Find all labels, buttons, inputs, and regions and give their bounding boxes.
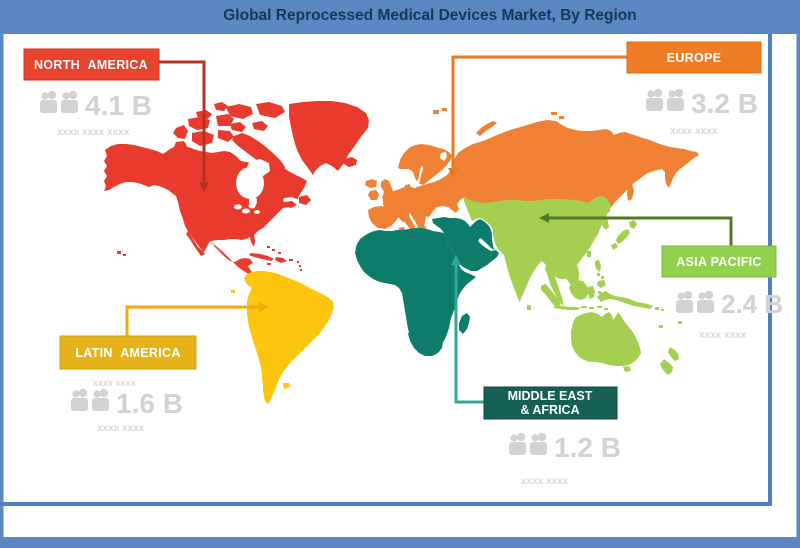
svg-text:& AFRICA: & AFRICA bbox=[520, 403, 579, 417]
svg-text:xxxx xxxx: xxxx xxxx bbox=[521, 476, 569, 487]
svg-text:xxxx xxxx: xxxx xxxx bbox=[699, 330, 747, 341]
svg-text:2.4 B: 2.4 B bbox=[721, 289, 783, 319]
svg-text:xxxx xxxx: xxxx xxxx bbox=[97, 423, 145, 434]
svg-text:xxxx xxxx xxxx: xxxx xxxx xxxx bbox=[57, 127, 130, 138]
svg-text:Global Reprocessed Medical Dev: Global Reprocessed Medical Devices Marke… bbox=[223, 7, 636, 24]
svg-text:LATIN AMERICA: LATIN AMERICA bbox=[75, 346, 180, 360]
svg-text:EUROPE: EUROPE bbox=[667, 51, 722, 65]
svg-text:NORTH AMERICA: NORTH AMERICA bbox=[34, 58, 148, 72]
svg-text:ASIA PACIFIC: ASIA PACIFIC bbox=[676, 255, 762, 269]
svg-text:1.2 B: 1.2 B bbox=[554, 432, 621, 463]
svg-text:1.6 B: 1.6 B bbox=[116, 388, 183, 419]
svg-text:4.1 B: 4.1 B bbox=[85, 90, 152, 121]
svg-text:xxxx xxxx: xxxx xxxx bbox=[93, 378, 136, 388]
svg-text:3.2 B: 3.2 B bbox=[691, 88, 758, 119]
svg-text:xxxx xxxx: xxxx xxxx bbox=[670, 126, 718, 137]
svg-text:MIDDLE EAST: MIDDLE EAST bbox=[508, 389, 593, 403]
